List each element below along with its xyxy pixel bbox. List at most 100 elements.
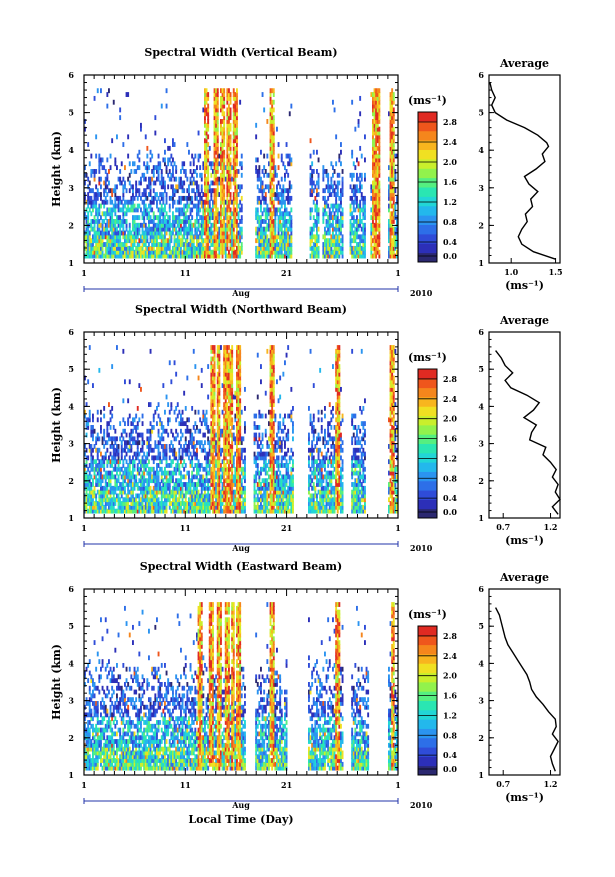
heatmap-cell — [226, 184, 229, 190]
heatmap-cell — [212, 436, 214, 442]
heatmap-cell — [207, 242, 210, 247]
heatmap-cell — [204, 95, 206, 101]
heatmap-cell — [125, 222, 128, 228]
heatmap-cell — [376, 165, 379, 171]
heatmap-cell — [340, 203, 342, 209]
heatmap-cell — [146, 230, 149, 236]
heatmap-cell — [138, 508, 141, 514]
heatmap-cell — [239, 234, 242, 240]
heatmap-cell — [85, 417, 88, 423]
heatmap-cell — [210, 459, 213, 465]
heatmap-cell — [151, 169, 154, 174]
heatmap-cell — [98, 207, 101, 213]
heatmap-cell — [279, 242, 282, 247]
heatmap-cell — [157, 451, 160, 457]
heatmap-cell — [199, 417, 202, 423]
heatmap-cell — [215, 119, 218, 124]
heatmap-cell — [394, 226, 397, 232]
heatmap-cell — [212, 459, 214, 465]
heatmap-cell — [154, 238, 157, 244]
heatmap-cell — [132, 199, 134, 205]
heatmap-cell — [210, 432, 213, 438]
heatmap-cell — [317, 180, 320, 186]
heatmap-cell — [327, 245, 330, 251]
y-tick-label: 5 — [68, 108, 74, 118]
heatmap-cell — [272, 211, 275, 217]
heatmap-cell — [325, 242, 328, 247]
heatmap-cell — [168, 493, 171, 499]
heatmap-cell — [172, 501, 174, 506]
heatmap-cell — [159, 440, 162, 446]
heatmap-cell — [167, 157, 170, 163]
heatmap-cell — [232, 234, 235, 240]
heatmap-cell — [159, 226, 162, 232]
heatmap-cell — [95, 436, 98, 442]
heatmap-cell — [117, 199, 120, 205]
heatmap-cell — [93, 489, 96, 495]
heatmap-cell — [141, 222, 144, 228]
heatmap-cell — [148, 440, 150, 446]
heatmap-cell — [285, 219, 288, 224]
heatmap-cell — [183, 234, 186, 240]
heatmap-cell — [90, 172, 93, 178]
heatmap-cell — [154, 493, 157, 499]
heatmap-cell — [112, 436, 115, 442]
heatmap-cell — [391, 92, 394, 97]
heatmap-cell — [220, 207, 222, 213]
heatmap-cell — [101, 222, 104, 228]
heatmap-cell — [117, 504, 120, 510]
heatmap-cell — [373, 245, 376, 251]
heatmap-cell — [378, 199, 381, 205]
heatmap-cell — [271, 88, 274, 94]
heatmap-cell — [212, 508, 214, 514]
heatmap-cell — [128, 253, 131, 259]
heatmap-cell — [228, 103, 230, 109]
heatmap-cell — [112, 455, 115, 461]
heatmap-cell — [328, 253, 331, 259]
heatmap-cell — [207, 219, 210, 224]
heatmap-cell — [372, 165, 374, 171]
heatmap-cell — [184, 203, 187, 209]
heatmap-cell — [87, 230, 90, 236]
heatmap-cell — [338, 245, 341, 251]
heatmap-cell — [143, 238, 146, 244]
heatmap-cell — [200, 383, 203, 388]
heatmap-cell — [228, 188, 230, 194]
heatmap-cell — [180, 249, 182, 255]
heatmap-cell — [125, 234, 128, 240]
heatmap-cell — [122, 253, 125, 259]
heatmap-cell — [212, 180, 214, 186]
heatmap-cell — [186, 245, 189, 251]
heatmap-cell — [172, 489, 174, 495]
heatmap-cell — [96, 195, 99, 201]
heatmap-cell — [375, 203, 378, 209]
heatmap-cell — [216, 145, 219, 151]
heatmap-cell — [95, 245, 98, 251]
heatmap-cell — [167, 145, 170, 151]
heatmap-cell — [194, 444, 197, 449]
heatmap-cell — [376, 242, 379, 247]
heatmap-cell — [116, 226, 118, 232]
heatmap-cell — [215, 444, 218, 449]
heatmap-cell — [162, 176, 165, 182]
heatmap-cell — [128, 230, 131, 236]
average-title: Average — [499, 57, 549, 70]
heatmap-cell — [202, 478, 205, 484]
heatmap-cell — [223, 192, 226, 197]
heatmap-cell — [213, 375, 216, 381]
heatmap-cell — [127, 417, 130, 423]
heatmap-cell — [164, 409, 166, 415]
heatmap-cell — [109, 485, 112, 491]
colorbar-tick-label: 0.4 — [443, 237, 457, 247]
heatmap-cell — [234, 119, 237, 124]
heatmap-cell — [125, 92, 128, 97]
heatmap-cell — [181, 226, 184, 232]
heatmap-cell — [98, 157, 101, 163]
heatmap-cell — [272, 245, 275, 251]
heatmap-cell — [104, 470, 107, 476]
heatmap-cell — [373, 122, 376, 128]
heatmap-cell — [221, 226, 224, 232]
heatmap-cell — [152, 504, 155, 510]
heatmap-cell — [103, 226, 106, 232]
heatmap-cell — [236, 245, 238, 251]
